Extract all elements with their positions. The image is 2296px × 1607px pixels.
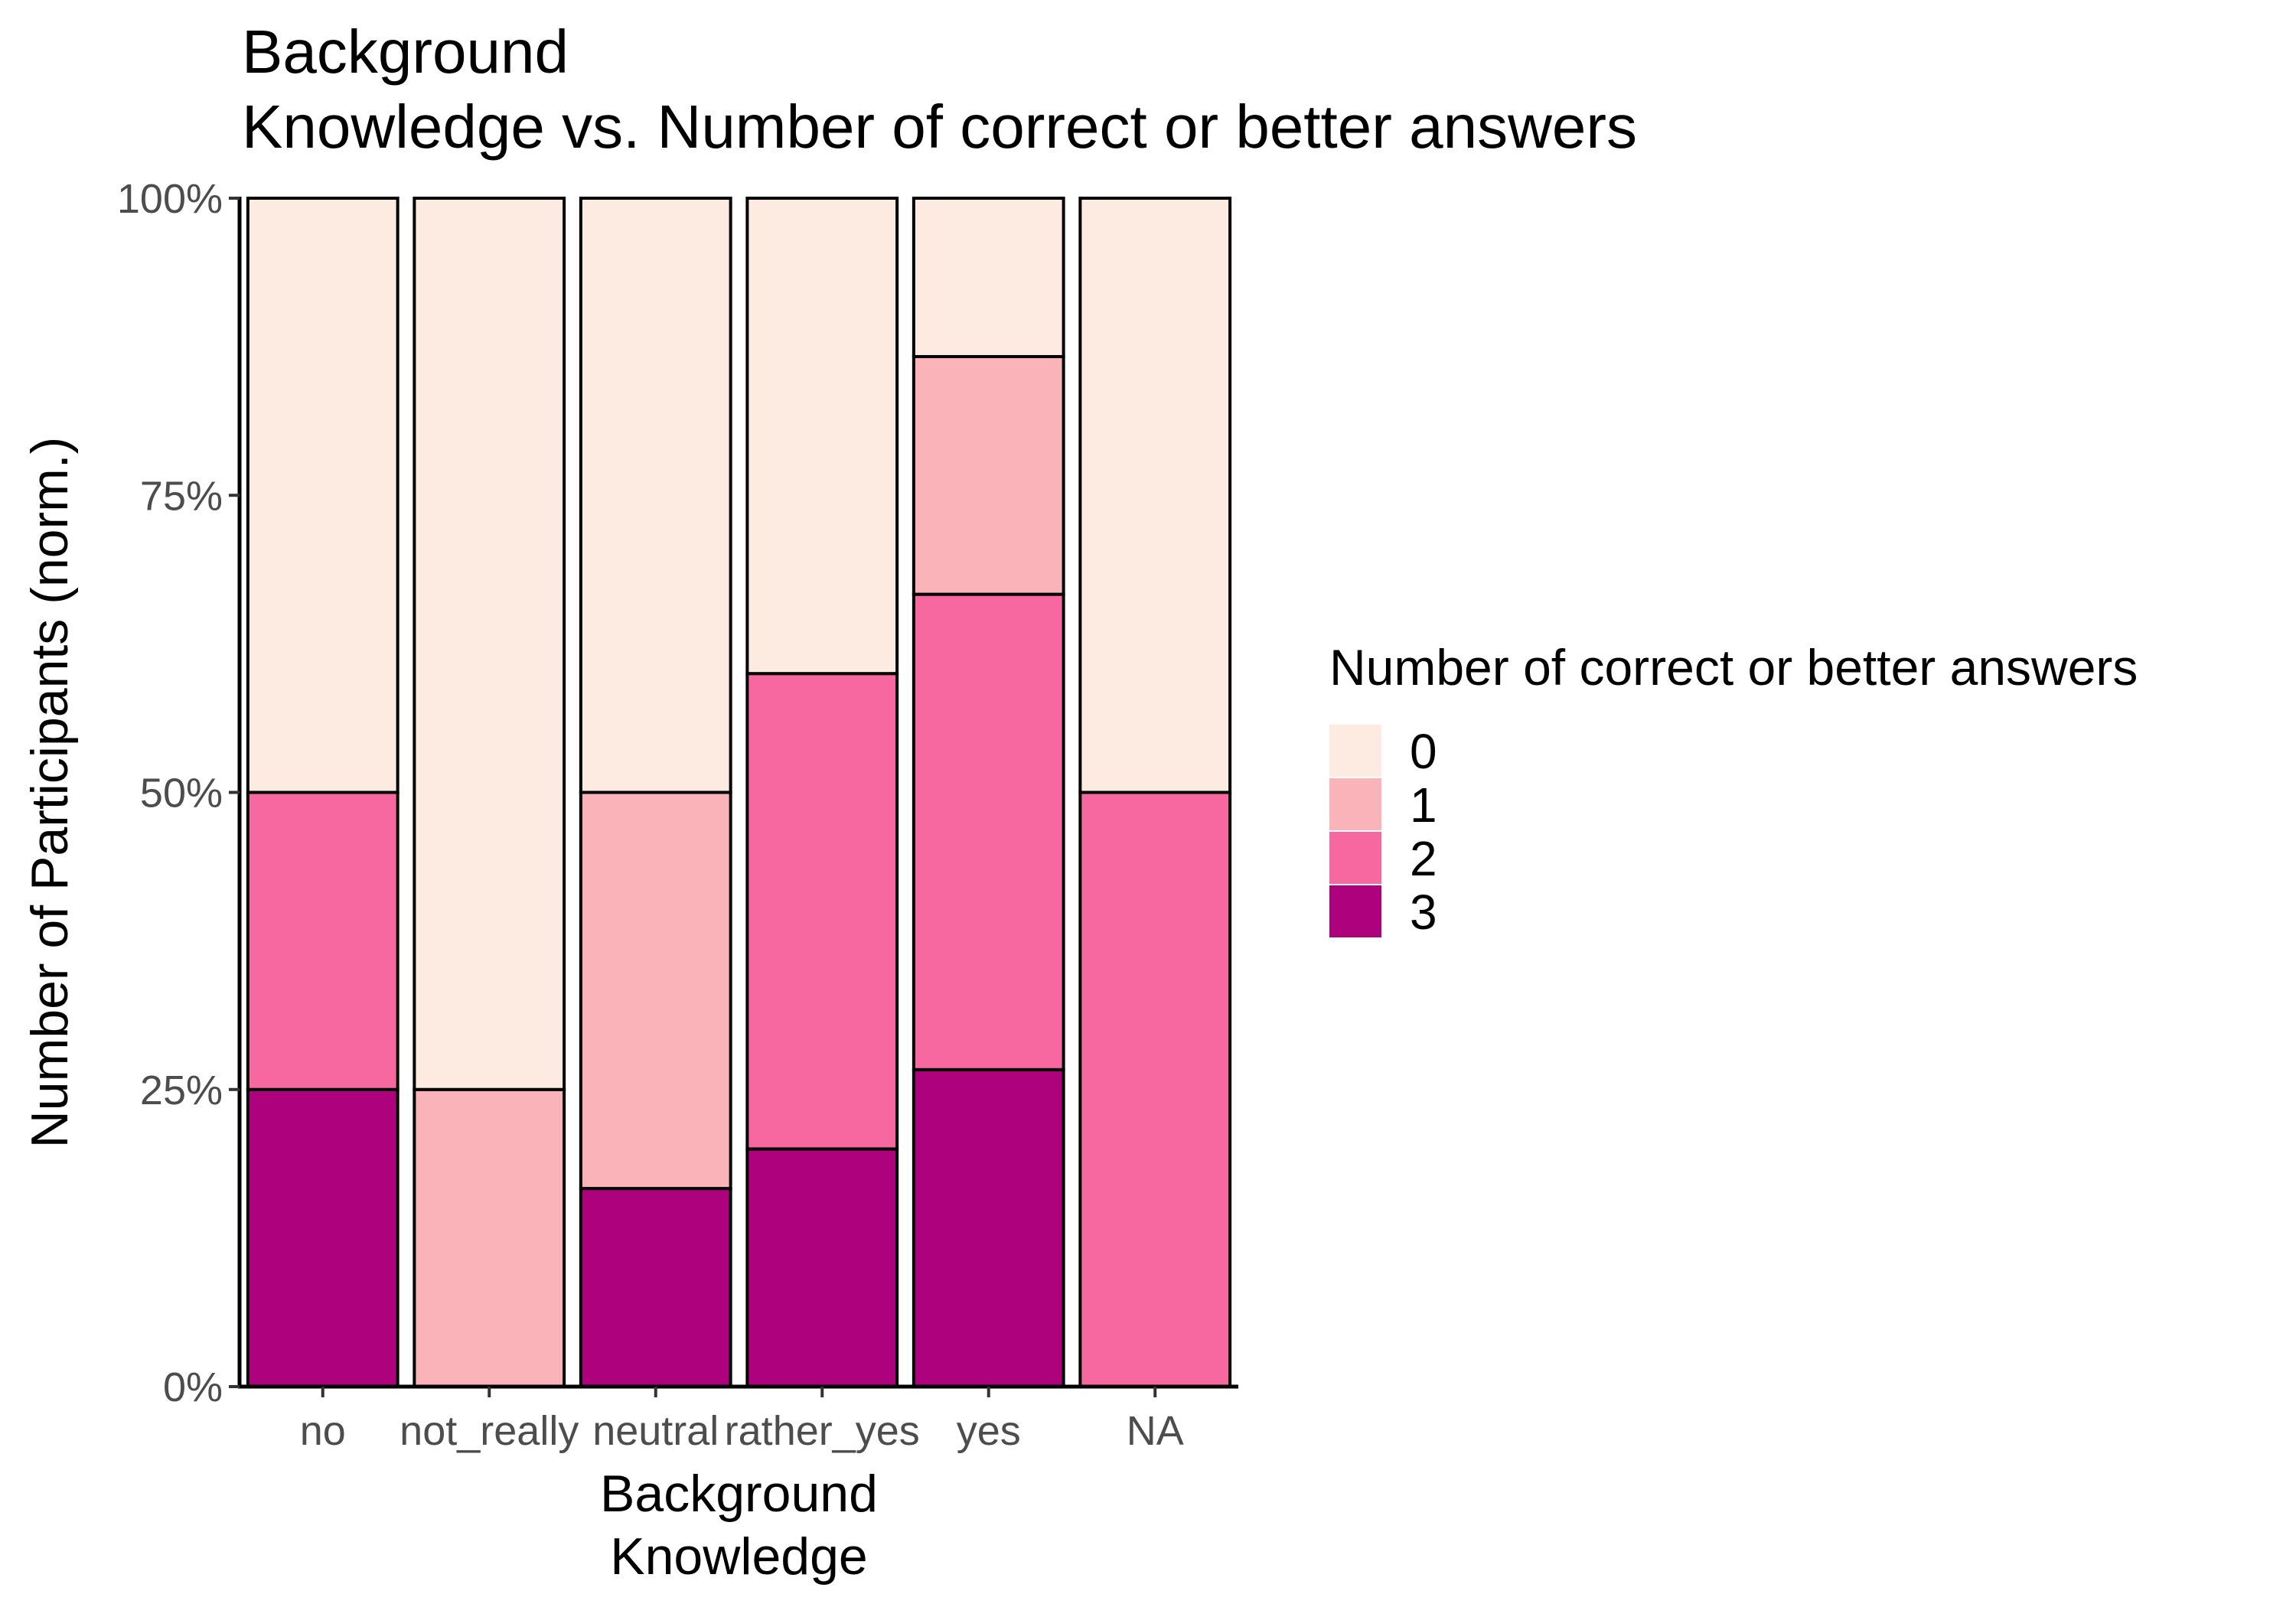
x-tick-label-no: no	[300, 1408, 346, 1454]
x-tick-label-rather_yes: rather_yes	[725, 1408, 920, 1454]
legend-key-0	[1329, 725, 1381, 777]
bar-segment-neutral-3	[579, 1187, 732, 1388]
bar-segment-rather_yes-0	[745, 197, 899, 676]
bar-segment-yes-3	[912, 1068, 1065, 1389]
x-axis-title-line-2: Knowledge	[610, 1527, 867, 1586]
y-tick-label: 25%	[140, 1068, 223, 1113]
bar-segment-no-3	[246, 1087, 400, 1388]
bar-segment-rather_yes-2	[745, 672, 899, 1151]
y-tick-label: 100%	[117, 176, 223, 222]
bar-segment-neutral-1	[579, 790, 732, 1191]
legend-title: Number of correct or better answers	[1329, 639, 2138, 696]
x-axis-title-line-1: Background	[600, 1465, 878, 1523]
x-tick-label-yes: yes	[957, 1408, 1021, 1454]
legend-key-2	[1329, 832, 1381, 884]
legend-label-2: 2	[1410, 831, 1437, 886]
legend-label-3: 3	[1410, 885, 1437, 940]
chart-title: Background Knowledge vs. Number of correc…	[242, 18, 1637, 161]
legend-key-1	[1329, 778, 1381, 830]
y-tick-label: 75%	[140, 473, 223, 519]
bar-segment-yes-2	[912, 592, 1065, 1071]
chart-title-line-1: Background	[242, 18, 569, 86]
bar-segment-no-0	[246, 197, 400, 794]
x-tick-label-NA: NA	[1127, 1408, 1184, 1454]
axes: 0% 25% 50% 75% 100% no not_really neutral rather…	[117, 176, 1238, 1454]
y-axis-title: Number of Participants (norm.)	[21, 437, 79, 1149]
x-tick-label-neutral: neutral	[592, 1408, 719, 1454]
y-tick-label: 0%	[163, 1364, 223, 1410]
bar-segment-yes-0	[912, 197, 1065, 359]
legend-label-1: 1	[1410, 777, 1437, 833]
chart-title-line-2: Knowledge vs. Number of correct or bette…	[242, 93, 1637, 161]
bar-segment-NA-0	[1078, 197, 1232, 794]
y-tick-label: 50%	[140, 771, 223, 817]
legend-key-3	[1329, 885, 1381, 937]
bar-segment-not_really-1	[413, 1087, 566, 1388]
bar-segment-not_really-0	[413, 197, 566, 1091]
bar-segment-NA-2	[1078, 790, 1232, 1388]
bar-segment-neutral-0	[579, 197, 732, 794]
bars-area	[246, 197, 1232, 1389]
y-axis-title: Number of Participants (norm.)	[21, 437, 79, 1149]
bar-segment-no-2	[246, 790, 400, 1091]
bar-segment-rather_yes-3	[745, 1147, 899, 1389]
x-tick-label-not_really: not_really	[400, 1408, 579, 1454]
legend-label-0: 0	[1410, 724, 1437, 779]
bar-segment-yes-1	[912, 355, 1065, 596]
